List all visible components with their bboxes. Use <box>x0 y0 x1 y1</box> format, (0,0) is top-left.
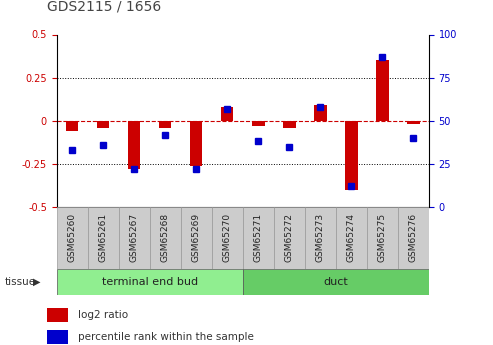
Text: tissue: tissue <box>5 277 36 287</box>
Bar <box>336 207 367 269</box>
Bar <box>119 207 150 269</box>
Bar <box>243 269 429 295</box>
Text: GSM65268: GSM65268 <box>161 213 170 262</box>
Text: GSM65271: GSM65271 <box>254 213 263 262</box>
Text: GDS2115 / 1656: GDS2115 / 1656 <box>47 0 161 14</box>
Bar <box>367 207 398 269</box>
Bar <box>57 269 243 295</box>
Text: terminal end bud: terminal end bud <box>102 277 198 287</box>
Bar <box>97 121 109 128</box>
Text: GSM65274: GSM65274 <box>347 213 356 262</box>
Text: GSM65275: GSM65275 <box>378 213 387 262</box>
Bar <box>305 207 336 269</box>
Bar <box>150 207 181 269</box>
Bar <box>190 121 203 166</box>
Bar <box>66 121 78 131</box>
Bar <box>57 207 88 269</box>
Text: ▶: ▶ <box>33 277 41 287</box>
Text: GSM65270: GSM65270 <box>223 213 232 262</box>
Bar <box>283 121 295 128</box>
Bar <box>181 207 212 269</box>
Bar <box>345 121 357 190</box>
Bar <box>274 207 305 269</box>
Bar <box>314 105 326 121</box>
Bar <box>376 60 388 121</box>
Bar <box>128 121 141 169</box>
Text: GSM65272: GSM65272 <box>285 213 294 262</box>
Text: duct: duct <box>323 277 348 287</box>
Text: GSM65260: GSM65260 <box>68 213 77 262</box>
Text: GSM65273: GSM65273 <box>316 213 325 262</box>
Text: percentile rank within the sample: percentile rank within the sample <box>78 332 254 342</box>
Bar <box>212 207 243 269</box>
Text: log2 ratio: log2 ratio <box>78 310 128 320</box>
Text: GSM65269: GSM65269 <box>192 213 201 262</box>
Bar <box>88 207 119 269</box>
Bar <box>47 308 68 323</box>
Bar <box>47 329 68 344</box>
Text: GSM65267: GSM65267 <box>130 213 139 262</box>
Text: GSM65261: GSM65261 <box>99 213 108 262</box>
Bar <box>159 121 172 128</box>
Bar <box>398 207 429 269</box>
Bar <box>243 207 274 269</box>
Bar <box>407 121 420 124</box>
Bar <box>221 107 234 121</box>
Bar <box>252 121 265 126</box>
Text: GSM65276: GSM65276 <box>409 213 418 262</box>
